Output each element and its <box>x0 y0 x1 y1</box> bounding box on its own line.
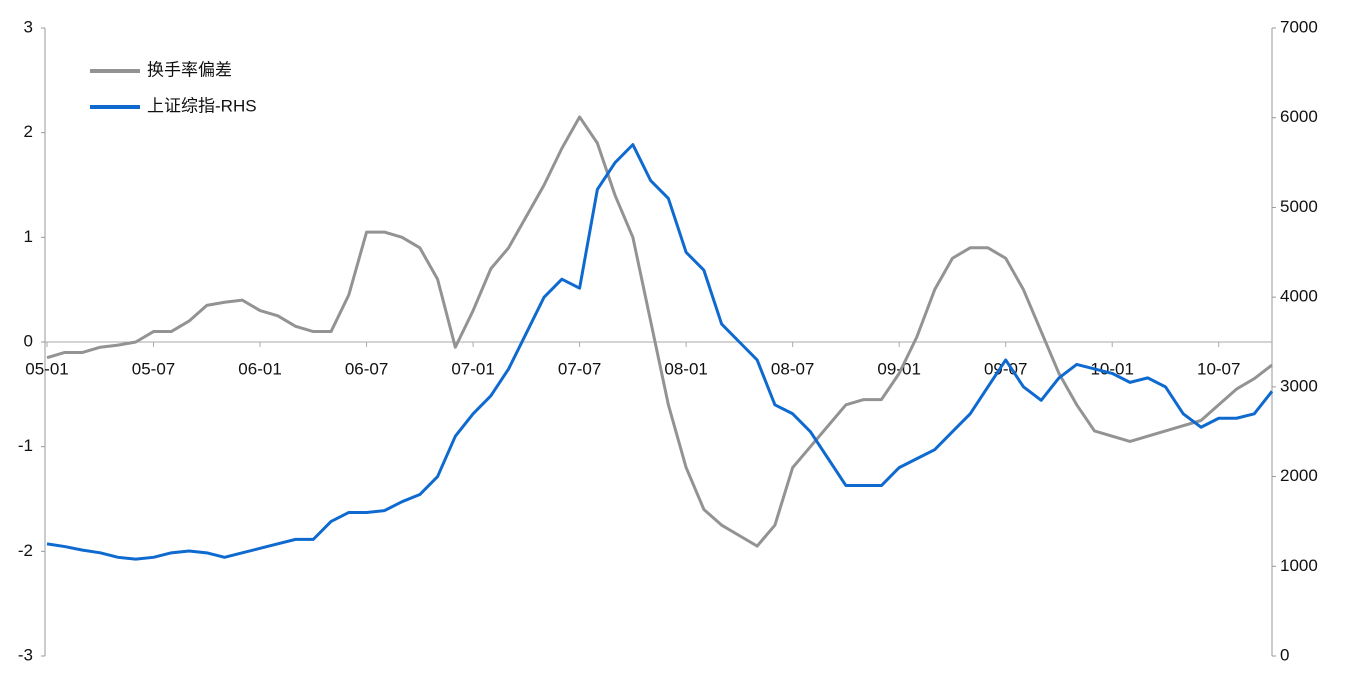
y2-tick-label: 5000 <box>1280 197 1318 216</box>
y2-tick-label: 3000 <box>1280 376 1318 395</box>
x-tick-label: 08-01 <box>664 359 707 378</box>
series-line <box>46 143 1274 561</box>
x-tick-label: 10-01 <box>1090 359 1133 378</box>
x-tick-label: 05-07 <box>132 359 175 378</box>
y-tick-label: -2 <box>18 541 33 560</box>
y-tick-label: 0 <box>24 331 33 350</box>
y2-tick-label: 4000 <box>1280 287 1318 306</box>
y2-tick-label: 7000 <box>1280 17 1318 36</box>
x-tick-label: 07-01 <box>451 359 494 378</box>
legend-label: 上证综指-RHS <box>147 96 257 115</box>
x-tick-label: 09-01 <box>877 359 920 378</box>
y-tick-label: 1 <box>24 227 33 246</box>
x-tick-label: 10-07 <box>1197 359 1240 378</box>
y-tick-label: -1 <box>18 436 33 455</box>
y2-tick-label: 6000 <box>1280 107 1318 126</box>
y-tick-label: 2 <box>24 122 33 141</box>
y-tick-label: -3 <box>18 645 33 664</box>
y2-tick-label: 1000 <box>1280 556 1318 575</box>
y2-tick-label: 2000 <box>1280 466 1318 485</box>
y2-tick-label: 0 <box>1280 645 1289 664</box>
x-tick-label: 07-07 <box>558 359 601 378</box>
x-tick-label: 05-01 <box>25 359 68 378</box>
x-tick-label: 06-07 <box>345 359 388 378</box>
series-line <box>46 115 1273 548</box>
legend-label: 换手率偏差 <box>147 60 232 79</box>
y-tick-label: 3 <box>24 17 33 36</box>
x-tick-label: 08-07 <box>771 359 814 378</box>
x-tick-label: 06-01 <box>238 359 281 378</box>
